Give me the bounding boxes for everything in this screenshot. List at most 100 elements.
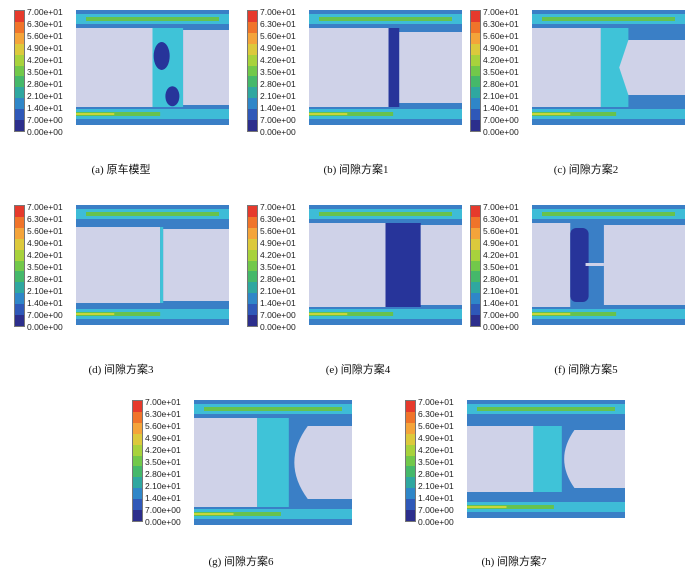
caption-e: (e) 间隙方案4 bbox=[325, 364, 391, 376]
inter-carriage-gap-flow bbox=[570, 228, 589, 302]
colorbar-segment bbox=[471, 76, 480, 88]
colorbar-segment bbox=[471, 282, 480, 294]
colorbar-tick-label: 4.20e+01 bbox=[260, 55, 296, 65]
colorbar-tick-label: 3.50e+01 bbox=[145, 457, 181, 467]
caption-f: (f) 间隙方案5 bbox=[554, 364, 618, 376]
colorbar-tick-label: 2.80e+01 bbox=[418, 469, 454, 479]
caption-c: (c) 间隙方案2 bbox=[553, 164, 619, 176]
colorbar-segment bbox=[133, 444, 142, 456]
colorbar-tick-label: 4.90e+01 bbox=[418, 433, 454, 443]
colorbar-segment bbox=[15, 87, 24, 99]
colorbar-tick-label: 1.40e+01 bbox=[260, 103, 296, 113]
colorbar-segment bbox=[406, 433, 415, 445]
colorbar-segment bbox=[248, 54, 257, 66]
rear-carriage-body bbox=[619, 40, 685, 95]
colorbar-tick-label: 4.20e+01 bbox=[483, 55, 519, 65]
colorbar-tick-label: 4.90e+01 bbox=[483, 43, 519, 53]
colorbar-segment bbox=[15, 120, 24, 131]
bottom-peak-velocity-band bbox=[467, 506, 507, 508]
colorbar-segment bbox=[471, 54, 480, 66]
colorbar-segment bbox=[471, 11, 480, 22]
front-carriage-body bbox=[532, 28, 601, 107]
colorbar-segment bbox=[471, 216, 480, 228]
colorbar bbox=[132, 400, 143, 522]
colorbar-tick-label: 6.30e+01 bbox=[260, 19, 296, 29]
colorbar-tick-label: 2.10e+01 bbox=[27, 91, 63, 101]
colorbar-segment bbox=[133, 455, 142, 467]
colorbar-segment bbox=[133, 499, 142, 511]
inter-carriage-gap-flow bbox=[533, 426, 562, 492]
colorbar-tick-label: 6.30e+01 bbox=[27, 214, 63, 224]
colorbar-tick-label: 2.10e+01 bbox=[418, 481, 454, 491]
colorbar-tick-label: 4.90e+01 bbox=[145, 433, 181, 443]
colorbar-tick-label: 4.20e+01 bbox=[27, 250, 63, 260]
bottom-peak-velocity-band bbox=[194, 513, 234, 515]
colorbar-tick-label: 1.40e+01 bbox=[27, 298, 63, 308]
colorbar-tick-label: 3.50e+01 bbox=[418, 457, 454, 467]
contour-svg bbox=[532, 205, 685, 325]
colorbar-segment bbox=[406, 499, 415, 511]
bottom-peak-velocity-band bbox=[309, 313, 348, 315]
colorbar-segment bbox=[15, 98, 24, 110]
rear-carriage-body bbox=[603, 225, 685, 305]
colorbar-segment bbox=[406, 455, 415, 467]
colorbar bbox=[247, 10, 258, 132]
front-carriage-body bbox=[76, 28, 153, 107]
bottom-high-velocity-band bbox=[76, 312, 161, 316]
colorbar-tick-label: 3.50e+01 bbox=[260, 67, 296, 77]
colorbar-segment bbox=[406, 422, 415, 434]
colorbar-segment bbox=[406, 477, 415, 489]
colorbar-tick-label: 4.90e+01 bbox=[260, 43, 296, 53]
colorbar bbox=[247, 205, 258, 327]
vortex-core bbox=[165, 86, 180, 107]
colorbar-segment bbox=[248, 11, 257, 22]
bottom-high-velocity-band bbox=[194, 512, 281, 516]
bottom-high-velocity-band bbox=[532, 112, 617, 116]
colorbar-tick-label: 2.10e+01 bbox=[483, 91, 519, 101]
bottom-peak-velocity-band bbox=[532, 113, 571, 115]
colorbar bbox=[14, 10, 25, 132]
colorbar-tick-label: 7.00e+01 bbox=[145, 397, 181, 407]
colorbar-segment bbox=[15, 65, 24, 77]
colorbar-tick-label: 4.90e+01 bbox=[27, 238, 63, 248]
colorbar-tick-label: 7.00e+00 bbox=[27, 310, 63, 320]
colorbar-segment bbox=[248, 315, 257, 326]
colorbar-tick-label: 3.50e+01 bbox=[27, 67, 63, 77]
colorbar-segment bbox=[15, 227, 24, 239]
contour-svg bbox=[76, 10, 229, 125]
colorbar-tick-label: 0.00e+00 bbox=[418, 517, 454, 527]
colorbar-tick-label: 5.60e+01 bbox=[483, 226, 519, 236]
contour-svg bbox=[76, 205, 229, 325]
colorbar-tick-label: 0.00e+00 bbox=[260, 322, 296, 332]
panel-e: 7.00e+01 6.30e+01 5.60e+01 4.90e+01 4.20e+01… bbox=[247, 203, 462, 343]
rear-carriage-body bbox=[399, 32, 462, 103]
colorbar-segment bbox=[248, 238, 257, 250]
colorbar-tick-label: 1.40e+01 bbox=[483, 103, 519, 113]
colorbar-segment bbox=[15, 11, 24, 22]
colorbar bbox=[470, 10, 481, 132]
velocity-contour-plot bbox=[309, 205, 462, 325]
colorbar-tick-label: 5.60e+01 bbox=[145, 421, 181, 431]
caption-a: (a) 原车模型 bbox=[91, 164, 151, 176]
colorbar-tick-label: 0.00e+00 bbox=[260, 127, 296, 137]
colorbar-segment bbox=[15, 109, 24, 121]
colorbar-segment bbox=[471, 21, 480, 33]
colorbar-tick-label: 6.30e+01 bbox=[483, 19, 519, 29]
colorbar-segment bbox=[471, 260, 480, 272]
colorbar-ticks: 7.00e+01 6.30e+01 5.60e+01 4.90e+01 4.20e+01… bbox=[483, 203, 531, 331]
colorbar-segment bbox=[15, 76, 24, 88]
front-carriage-body bbox=[194, 418, 258, 507]
front-carriage-body bbox=[309, 223, 386, 307]
colorbar-tick-label: 5.60e+01 bbox=[260, 226, 296, 236]
colorbar-tick-label: 0.00e+00 bbox=[483, 127, 519, 137]
colorbar-segment bbox=[248, 227, 257, 239]
caption-g: (g) 间隙方案6 bbox=[208, 556, 274, 568]
rear-carriage-body bbox=[183, 30, 229, 105]
front-carriage-body bbox=[76, 227, 161, 303]
colorbar-segment bbox=[406, 510, 415, 521]
inter-carriage-gap-flow bbox=[257, 418, 289, 507]
colorbar-segment bbox=[248, 87, 257, 99]
colorbar-segment bbox=[471, 227, 480, 239]
panel-a: 7.00e+01 6.30e+01 5.60e+01 4.90e+01 4.20e+01… bbox=[14, 8, 229, 138]
colorbar-tick-label: 4.90e+01 bbox=[483, 238, 519, 248]
